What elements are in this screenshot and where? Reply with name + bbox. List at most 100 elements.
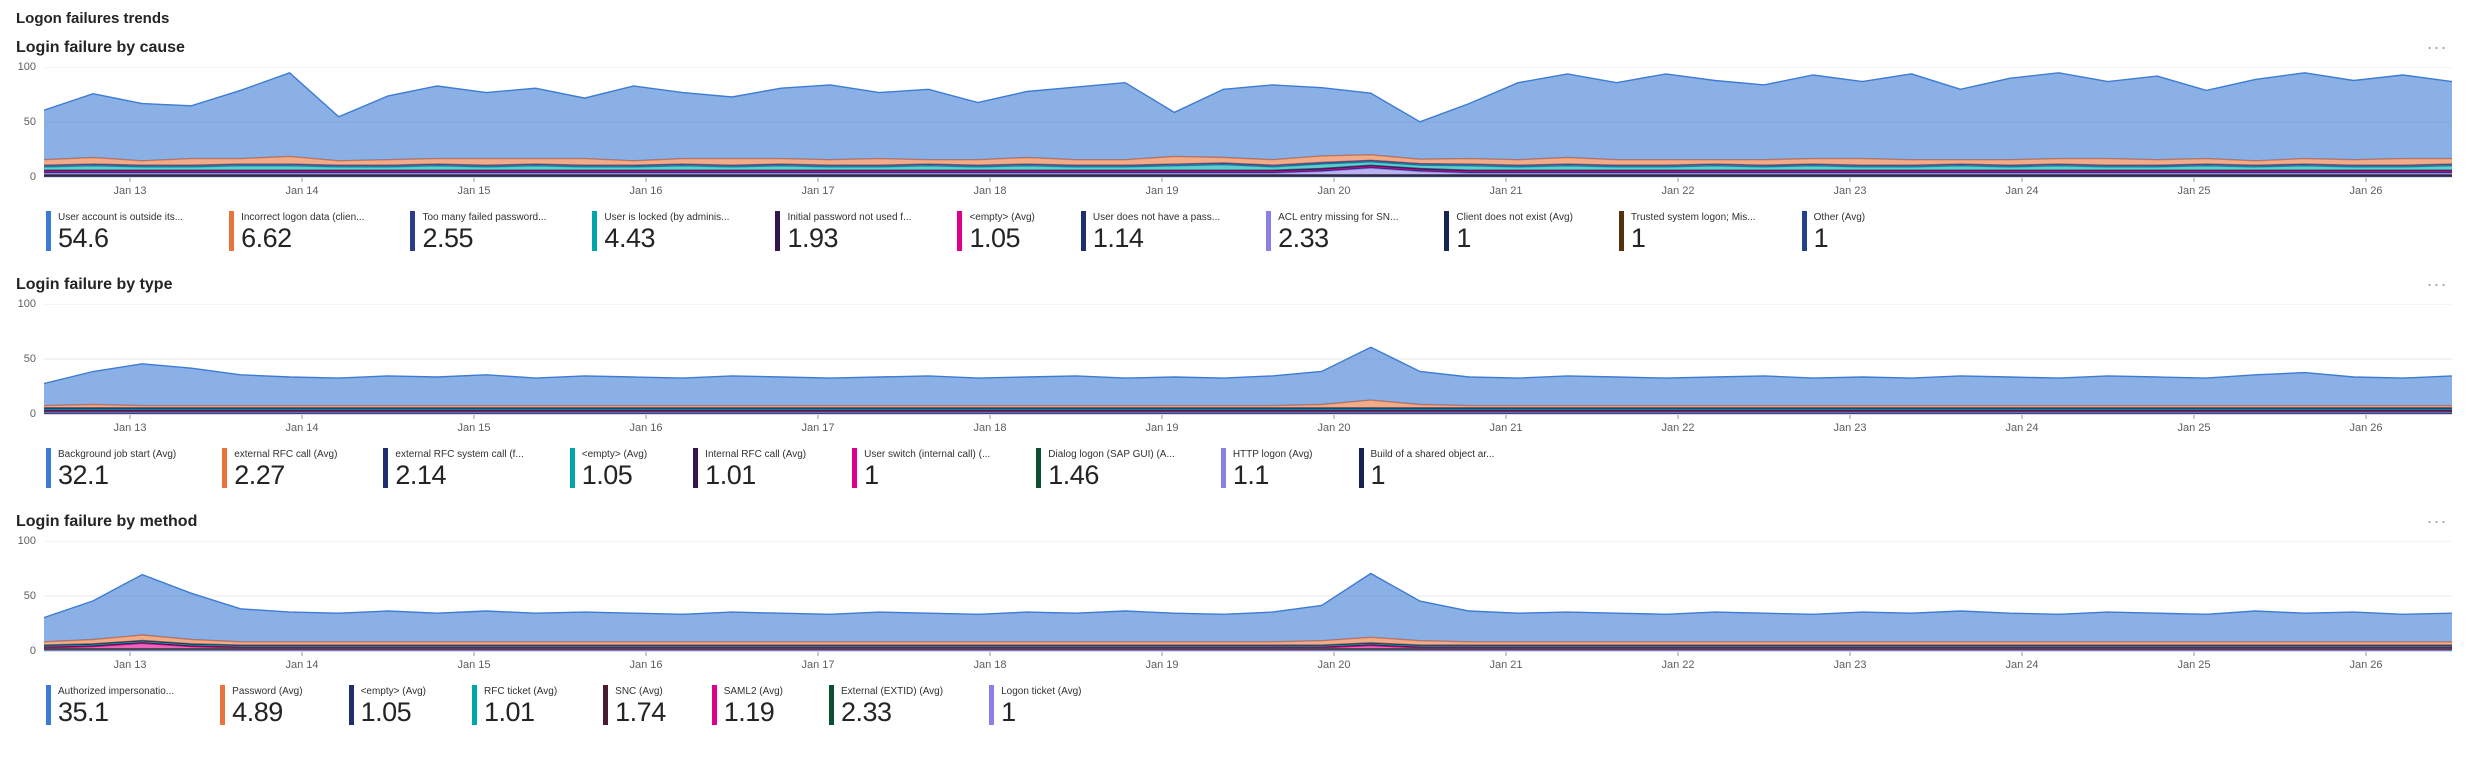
legend-item[interactable]: Password (Avg) 4.89: [220, 685, 303, 726]
legend-item[interactable]: Trusted system logon; Mis... 1: [1618, 211, 1756, 252]
legend-text: <empty> (Avg) 1.05: [582, 448, 647, 489]
x-axis-tick-label: Jan 15: [457, 185, 491, 197]
y-axis-tick-label: 100: [17, 61, 36, 73]
legend-item[interactable]: Other (Avg) 1: [1801, 211, 1866, 252]
legend-series-value: 1.46: [1048, 460, 1099, 489]
x-axis-tick-label: Jan 14: [285, 659, 319, 671]
legend-series-label: Incorrect logon data (clien...: [241, 212, 365, 223]
y-axis: 100 50 0: [14, 298, 44, 420]
x-axis: Jan 13 Jan 14 Jan 15 Jan 16 Jan 17 Jan 18 Jan …: [44, 659, 2452, 675]
legend-series-label: external RFC call (Avg): [234, 449, 338, 460]
legend-color-bar: [569, 448, 575, 488]
more-options-icon[interactable]: ...: [2426, 507, 2448, 527]
legend-item[interactable]: User does not have a pass... 1.14: [1080, 211, 1220, 252]
legend-item[interactable]: User account is outside its... 54.6: [46, 211, 183, 252]
legend-text: SNC (Avg) 1.74: [615, 685, 666, 726]
legend-method: Authorized impersonatio... 35.1 Password (…: [14, 685, 2452, 726]
legend-item[interactable]: Client does not exist (Avg) 1: [1444, 211, 1573, 252]
legend-color-bar: [1080, 211, 1086, 251]
x-axis-tick-label: Jan 16: [629, 185, 663, 197]
legend-series-label: Logon ticket (Avg): [1001, 686, 1082, 697]
legend-series-value: 1: [864, 460, 879, 489]
more-options-icon[interactable]: ...: [2426, 270, 2448, 290]
x-axis-tick-label: Jan 26: [2349, 659, 2383, 671]
chart-title: Login failure by method: [16, 513, 198, 530]
legend-text: Other (Avg) 1: [1814, 211, 1866, 252]
legend-item[interactable]: Build of a shared object ar... 1: [1358, 448, 1494, 489]
legend-cause: User account is outside its... 54.6 Incorr…: [14, 211, 2452, 252]
y-axis: 100 50 0: [14, 535, 44, 657]
legend-series-value: 1.05: [969, 223, 1020, 252]
legend-series-value: 2.33: [1278, 223, 1329, 252]
legend-text: Dialog logon (SAP GUI) (A... 1.46: [1048, 448, 1175, 489]
x-axis-tick-label: Jan 25: [2177, 185, 2211, 197]
legend-series-value: 4.43: [604, 223, 655, 252]
y-axis: 100 50 0: [14, 61, 44, 183]
legend-item[interactable]: Too many failed password... 2.55: [410, 211, 546, 252]
x-axis-tick-label: Jan 21: [1489, 659, 1523, 671]
legend-item[interactable]: Incorrect logon data (clien... 6.62: [229, 211, 364, 252]
legend-item[interactable]: User switch (internal call) (... 1: [852, 448, 990, 489]
x-axis-tick-label: Jan 18: [973, 422, 1007, 434]
x-axis-tick-label: Jan 15: [457, 659, 491, 671]
x-axis-tick-label: Jan 19: [1145, 185, 1179, 197]
y-axis-tick-label: 50: [23, 590, 36, 602]
x-axis-tick-label: Jan 25: [2177, 422, 2211, 434]
x-axis-tick-label: Jan 20: [1317, 422, 1351, 434]
legend-item[interactable]: external RFC system call (f... 2.14: [383, 448, 524, 489]
legend-item[interactable]: SNC (Avg) 1.74: [603, 685, 666, 726]
legend-series-label: External (EXTID) (Avg): [841, 686, 944, 697]
x-axis-tick-label: Jan 21: [1489, 422, 1523, 434]
legend-series-label: Password (Avg): [232, 686, 303, 697]
x-axis-tick-label: Jan 14: [285, 185, 319, 197]
legend-text: <empty> (Avg) 1.05: [969, 211, 1034, 252]
legend-item[interactable]: Initial password not used f... 1.93: [775, 211, 911, 252]
legend-item[interactable]: Internal RFC call (Avg) 1.01: [693, 448, 806, 489]
legend-series-label: Too many failed password...: [422, 212, 547, 223]
legend-item[interactable]: External (EXTID) (Avg) 2.33: [829, 685, 943, 726]
legend-series-label: SAML2 (Avg): [723, 686, 784, 697]
legend-series-value: 1.93: [787, 223, 839, 252]
legend-color-bar: [471, 685, 477, 725]
legend-item[interactable]: Dialog logon (SAP GUI) (A... 1.46: [1036, 448, 1175, 489]
legend-series-label: User account is outside its...: [58, 212, 184, 223]
legend-item[interactable]: RFC ticket (Avg) 1.01: [471, 685, 558, 726]
x-axis-tick-label: Jan 20: [1317, 185, 1351, 197]
legend-item[interactable]: external RFC call (Avg) 2.27: [222, 448, 337, 489]
legend-series-label: <empty> (Avg): [581, 449, 648, 460]
legend-series-value: 2.33: [841, 697, 892, 726]
legend-item[interactable]: User is locked (by adminis... 4.43: [592, 211, 729, 252]
legend-series-label: Background job start (Avg): [58, 449, 177, 460]
legend-item[interactable]: ACL entry missing for SN... 2.33: [1266, 211, 1398, 252]
legend-series-label: external RFC system call (f...: [395, 449, 524, 460]
legend-text: User does not have a pass... 1.14: [1093, 211, 1220, 252]
chart-panel-login-failure-by-type: Login failure by type ... 100 50 0 Jan 13 J…: [14, 271, 2458, 489]
more-options-icon[interactable]: ...: [2426, 33, 2448, 53]
legend-item[interactable]: <empty> (Avg) 1.05: [957, 211, 1035, 252]
x-axis-tick-label: Jan 20: [1317, 659, 1351, 671]
legend-color-bar: [829, 685, 835, 725]
legend-series-value: 2.14: [395, 460, 446, 489]
x-axis-tick-label: Jan 14: [285, 422, 319, 434]
legend-series-value: 1.05: [360, 697, 412, 726]
legend-item[interactable]: <empty> (Avg) 1.05: [569, 448, 647, 489]
legend-text: Logon ticket (Avg) 1: [1001, 685, 1081, 726]
legend-color-bar: [46, 685, 51, 725]
legend-color-bar: [1266, 211, 1272, 251]
x-axis-tick-label: Jan 19: [1145, 659, 1179, 671]
x-axis-tick-label: Jan 24: [2005, 422, 2039, 434]
x-axis-tick-label: Jan 19: [1145, 422, 1179, 434]
x-axis-tick-label: Jan 24: [2005, 185, 2039, 197]
y-axis-tick-label: 100: [17, 298, 36, 310]
legend-color-bar: [1036, 448, 1042, 488]
legend-item[interactable]: SAML2 (Avg) 1.19: [711, 685, 784, 726]
x-axis: Jan 13 Jan 14 Jan 15 Jan 16 Jan 17 Jan 18 Jan …: [44, 422, 2452, 438]
legend-series-value: 1.19: [723, 697, 775, 726]
legend-item[interactable]: Authorized impersonatio... 35.1: [46, 685, 174, 726]
legend-item[interactable]: Logon ticket (Avg) 1: [989, 685, 1082, 726]
legend-item[interactable]: HTTP logon (Avg) 1.1: [1220, 448, 1313, 489]
legend-item[interactable]: <empty> (Avg) 1.05: [348, 685, 426, 726]
legend-text: Password (Avg) 4.89: [232, 685, 302, 726]
legend-series-label: RFC ticket (Avg): [483, 686, 558, 697]
legend-item[interactable]: Background job start (Avg) 32.1: [46, 448, 176, 489]
